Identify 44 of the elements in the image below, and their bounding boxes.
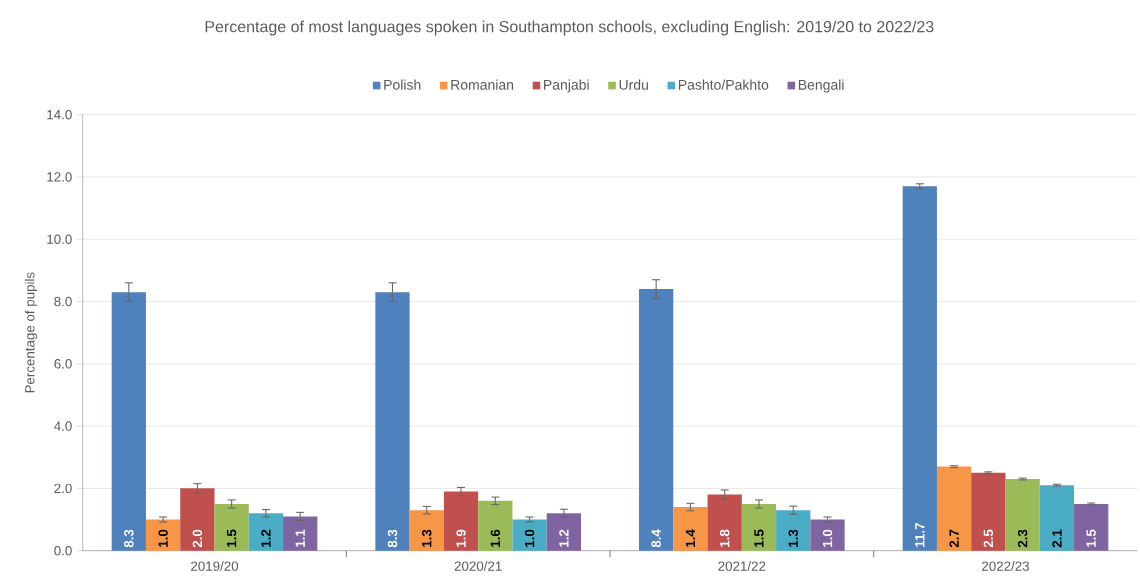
data-label: 1.0 — [822, 529, 833, 548]
y-tick-label: 8.0 — [54, 296, 72, 307]
data-label: 1.3 — [788, 529, 798, 548]
legend-label: Bengali — [798, 79, 844, 93]
data-label: 8.4 — [651, 529, 661, 548]
data-label: 11.7 — [915, 523, 925, 548]
x-tick-label: 2020/21 — [454, 561, 502, 572]
data-label: 1.2 — [261, 529, 271, 548]
legend-label: Urdu — [619, 79, 648, 90]
y-axis-title: Percentage of pupils — [24, 272, 38, 393]
data-label: 2.0 — [192, 529, 203, 548]
data-label: 1.0 — [158, 529, 168, 548]
legend-label: Pashto/Pakhto — [678, 79, 769, 90]
y-tick-label: 4.0 — [54, 421, 72, 431]
x-tick-label: 2022/23 — [982, 561, 1030, 572]
legend-label: Polish — [384, 79, 421, 90]
data-label: 1.6 — [490, 529, 501, 548]
data-label: 1.1 — [295, 529, 305, 548]
data-label: 2.5 — [983, 529, 994, 548]
data-label: 2.1 — [1052, 529, 1062, 548]
chart-title: Percentage of most languages spoken in Southampton schools, excluding English: 2019/20 to 2022/23 — [205, 20, 934, 36]
y-tick-label: 14.0 — [47, 110, 72, 120]
x-tick-label: 2021/22 — [718, 561, 766, 572]
data-label: 1.3 — [422, 529, 432, 548]
data-label: 1.5 — [754, 529, 764, 548]
legend-label: Panjabi — [544, 79, 589, 93]
data-label: 1.4 — [685, 529, 696, 548]
data-label: 8.3 — [387, 529, 398, 548]
y-tick-label: 12.0 — [47, 172, 72, 182]
y-tick-label: 6.0 — [54, 359, 72, 369]
y-tick-label: 10.0 — [47, 234, 72, 245]
y-tick-label: 0.0 — [54, 546, 72, 556]
data-label: 1.2 — [559, 529, 569, 548]
data-label: 1.9 — [456, 529, 466, 548]
data-label: 1.5 — [1086, 529, 1096, 548]
data-label: 8.3 — [124, 529, 134, 548]
y-tick-label: 2.0 — [54, 483, 72, 494]
data-label: 1.8 — [719, 529, 730, 548]
legend-label: Romanian — [451, 79, 514, 90]
data-label: 1.0 — [524, 529, 535, 548]
x-tick-label: 2019/20 — [191, 561, 239, 572]
data-label: 2.3 — [1017, 529, 1028, 548]
data-label: 1.5 — [226, 529, 237, 548]
data-label: 2.7 — [949, 529, 959, 548]
